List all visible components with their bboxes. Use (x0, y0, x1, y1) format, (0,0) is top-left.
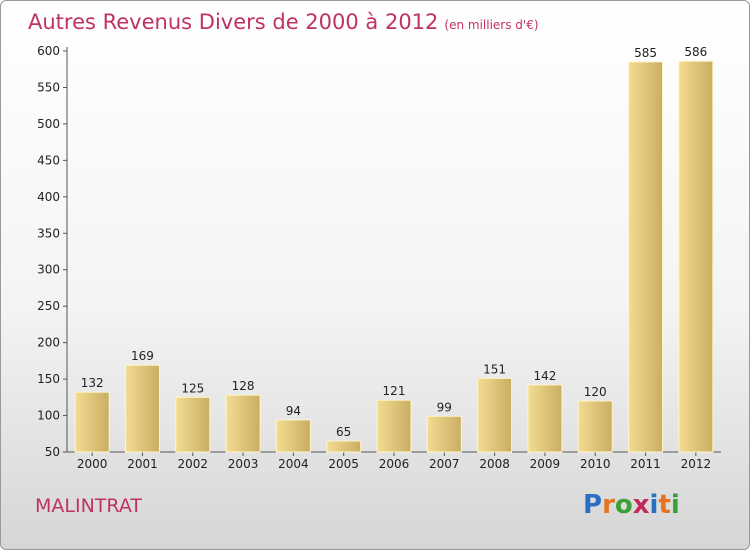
bar-2004 (275, 419, 311, 453)
x-tick-label: 2003 (228, 457, 259, 471)
value-label: 169 (131, 349, 154, 363)
chart-title: Autres Revenus Divers de 2000 à 2012 (en … (28, 10, 539, 34)
city-name: MALINTRAT (35, 495, 142, 517)
bar-2002 (175, 396, 211, 453)
x-tick-label: 2000 (77, 457, 108, 471)
y-tick-label: 600 (37, 44, 60, 58)
value-label: 99 (437, 400, 452, 414)
value-label: 128 (232, 379, 255, 393)
logo-letter: x (632, 490, 650, 520)
value-label: 125 (181, 381, 204, 395)
title-text: Autres Revenus Divers de 2000 à 2012 (28, 10, 439, 34)
y-tick-label: 400 (37, 190, 60, 204)
logo-letter: o (614, 490, 633, 520)
y-tick-label: 150 (37, 372, 60, 386)
bar-2005 (326, 440, 362, 453)
logo-letter: i (670, 490, 680, 520)
bar-2007 (426, 415, 462, 453)
logo-letter: i (649, 490, 659, 520)
bar-2006 (376, 399, 412, 453)
chart-labels: 132 169 125 128 94 65 121 99 151 142 120 585 586 (81, 45, 708, 439)
logo-letter: P (583, 490, 603, 520)
y-tick-label: 250 (37, 299, 60, 313)
x-tick-label: 2010 (580, 457, 611, 471)
logo-letter: r (602, 490, 615, 520)
x-tick-label: 2011 (630, 457, 661, 471)
y-tick-label: 200 (37, 336, 60, 350)
value-label: 132 (81, 376, 104, 390)
value-label: 142 (533, 369, 556, 383)
x-tick-label: 2001 (127, 457, 158, 471)
logo-letter: t (658, 490, 671, 520)
x-tick-label: 2006 (379, 457, 410, 471)
value-label: 121 (383, 384, 406, 398)
x-tick-label: 2002 (177, 457, 208, 471)
bar-2012 (678, 60, 714, 453)
value-label: 94 (286, 404, 301, 418)
value-label: 151 (483, 362, 506, 376)
bar-2001 (124, 364, 160, 453)
x-tick-label: 2004 (278, 457, 309, 471)
chart-bars (74, 60, 714, 453)
proxiti-logo: Proxiti (583, 490, 680, 520)
bar-2003 (225, 394, 261, 453)
y-tick-label: 50 (45, 445, 60, 459)
bar-2000 (74, 391, 110, 453)
value-label: 585 (634, 46, 657, 60)
x-tick-label: 2005 (328, 457, 359, 471)
bar-2010 (577, 400, 613, 453)
x-tick-label: 2009 (530, 457, 561, 471)
y-tick-label: 100 (37, 409, 60, 423)
chart-subtitle: (en milliers d'€) (444, 18, 539, 32)
y-tick-label: 350 (37, 226, 60, 240)
y-tick-label: 450 (37, 153, 60, 167)
bar-2009 (527, 384, 563, 453)
y-tick-label: 300 (37, 263, 60, 277)
chart-axes: 50 100 150 200 250 300 350 400 450 500 550 600 2000 2… (37, 44, 721, 471)
y-tick-label: 500 (37, 117, 60, 131)
value-label: 120 (584, 385, 607, 399)
x-tick-label: 2007 (429, 457, 460, 471)
value-label: 586 (684, 45, 707, 59)
bar-2008 (477, 377, 513, 453)
bar-2011 (628, 61, 664, 453)
x-tick-label: 2012 (681, 457, 712, 471)
value-label: 65 (336, 425, 351, 439)
x-tick-label: 2008 (479, 457, 510, 471)
y-tick-label: 550 (37, 80, 60, 94)
